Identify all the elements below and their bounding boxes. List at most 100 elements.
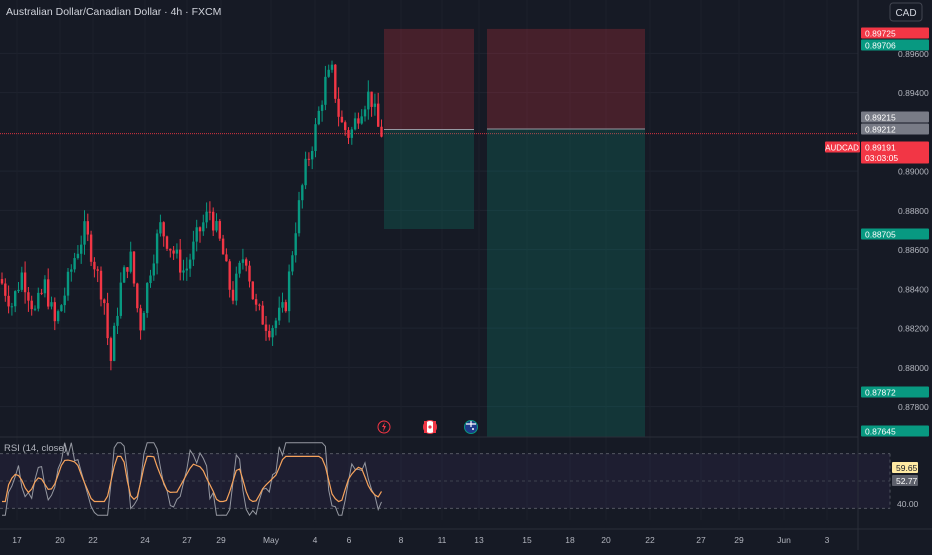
candle-body bbox=[248, 265, 251, 282]
rsi-value-badge bbox=[892, 475, 918, 486]
candle-body bbox=[367, 91, 370, 110]
candle-body bbox=[235, 273, 238, 301]
candle-body bbox=[73, 258, 76, 270]
candle-body bbox=[126, 267, 129, 272]
candle-body bbox=[311, 151, 314, 160]
candle-body bbox=[93, 261, 96, 270]
candle-body bbox=[317, 110, 320, 125]
candle-body bbox=[380, 126, 383, 137]
candle-body bbox=[175, 249, 179, 254]
stop-loss-zone[interactable] bbox=[384, 28, 474, 130]
candle-body bbox=[268, 330, 271, 338]
symbol-tag-badge bbox=[825, 141, 860, 153]
lightning-bolt bbox=[382, 422, 386, 432]
candle-body bbox=[271, 328, 274, 338]
candle-body bbox=[103, 299, 106, 304]
candle-body bbox=[363, 109, 367, 117]
time-tick-label: 27 bbox=[182, 535, 192, 545]
flag-star bbox=[472, 428, 474, 430]
price-label-badge bbox=[861, 425, 929, 437]
price-tick-label: 0.88600 bbox=[898, 245, 929, 255]
candle-body bbox=[89, 234, 93, 262]
candle-body bbox=[307, 158, 311, 160]
time-tick-label: 3 bbox=[825, 535, 830, 545]
price-tick-label: 0.88200 bbox=[898, 324, 929, 334]
candle-body bbox=[215, 221, 218, 231]
candle-body bbox=[340, 116, 344, 123]
overlay: Australian Dollar/Canadian Dollar · 4h ·… bbox=[4, 2, 923, 454]
candle-body bbox=[294, 233, 297, 256]
candle-body bbox=[20, 272, 23, 290]
union-jack-cross bbox=[466, 421, 476, 427]
candle-body bbox=[63, 295, 66, 306]
time-tick-label: May bbox=[263, 535, 280, 545]
time-tick-label: 24 bbox=[140, 535, 150, 545]
price-label-badge bbox=[861, 123, 929, 135]
price-label-text: 0.89725 bbox=[865, 29, 896, 39]
stop-loss-zone[interactable] bbox=[487, 28, 645, 129]
price-label-text: 0.89215 bbox=[865, 113, 896, 123]
countdown-text: 03:03:05 bbox=[865, 153, 898, 163]
canada-flag-event-icon[interactable] bbox=[423, 420, 437, 434]
candle-body bbox=[172, 250, 175, 254]
candle-body bbox=[327, 69, 330, 77]
candle-body bbox=[7, 295, 10, 307]
candle-body bbox=[202, 222, 205, 232]
candle-body bbox=[83, 221, 86, 245]
candle-body bbox=[60, 305, 63, 312]
candle-body bbox=[278, 307, 281, 321]
candle-body bbox=[27, 292, 30, 301]
candle-body bbox=[330, 64, 334, 70]
time-tick-label: 22 bbox=[88, 535, 98, 545]
candle-body bbox=[324, 76, 327, 105]
price-label-text: 0.89212 bbox=[865, 125, 896, 135]
candlestick-series bbox=[0, 60, 383, 371]
candle-body bbox=[40, 292, 43, 294]
candle-body bbox=[320, 104, 324, 111]
candle-body bbox=[212, 211, 215, 231]
candle-body bbox=[344, 122, 347, 131]
candle-body bbox=[337, 98, 340, 117]
rsi-ma-line bbox=[2, 455, 383, 503]
candle-body bbox=[264, 324, 268, 331]
candle-body bbox=[231, 289, 235, 301]
candle-body bbox=[43, 279, 47, 294]
candle-body bbox=[122, 267, 126, 283]
time-tick-label: 8 bbox=[399, 535, 404, 545]
candle-body bbox=[251, 281, 254, 300]
time-tick-label: 4 bbox=[313, 535, 318, 545]
time-tick-label: 17 bbox=[12, 535, 22, 545]
candle-body bbox=[238, 262, 241, 274]
candle-body bbox=[245, 259, 248, 266]
flag-stripe-right bbox=[433, 421, 436, 433]
candle-body bbox=[146, 283, 149, 313]
take-profit-zone[interactable] bbox=[384, 129, 474, 230]
price-tick-label: 0.88400 bbox=[898, 284, 929, 294]
candle-body bbox=[96, 269, 99, 271]
candle-body bbox=[370, 91, 373, 107]
price-label-text: 0.88705 bbox=[865, 230, 896, 240]
candle-body bbox=[109, 338, 113, 361]
time-tick-label: 18 bbox=[565, 535, 575, 545]
australia-flag-event-icon[interactable] bbox=[464, 420, 478, 434]
candle-body bbox=[10, 306, 14, 308]
currency-button[interactable] bbox=[889, 2, 923, 22]
lightning-event-icon[interactable] bbox=[377, 420, 391, 434]
candle-body bbox=[169, 248, 172, 251]
price-tick-label: 0.89600 bbox=[898, 49, 929, 59]
candle-body bbox=[165, 236, 169, 249]
trade-boxes[interactable] bbox=[384, 28, 645, 437]
candle-body bbox=[334, 64, 337, 99]
time-tick-label: Jun bbox=[777, 535, 791, 545]
take-profit-zone[interactable] bbox=[487, 128, 645, 437]
candle-body bbox=[258, 304, 261, 306]
candle-body bbox=[155, 233, 159, 264]
time-tick-label: 22 bbox=[645, 535, 655, 545]
candle-body bbox=[284, 302, 287, 312]
candle-body bbox=[86, 221, 89, 235]
candle-body bbox=[304, 158, 307, 186]
candle-body bbox=[129, 251, 132, 272]
